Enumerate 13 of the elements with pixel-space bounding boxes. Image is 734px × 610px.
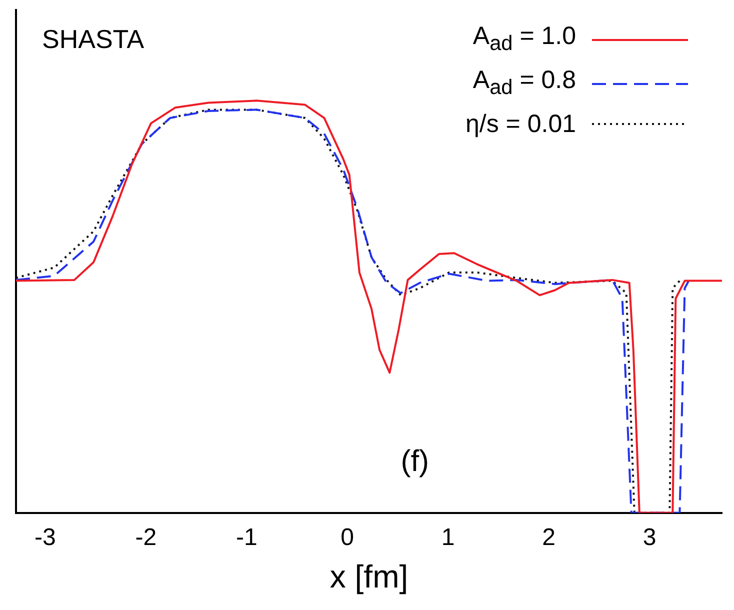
annotation: (f): [400, 445, 430, 478]
x-tick-label: -2: [135, 524, 157, 551]
x-tick-label: 1: [441, 524, 455, 551]
legend-label: A$_{ad}$ = 0.8: [472, 65, 576, 101]
legend-label: A$_{ad}$ = 1.0: [472, 21, 576, 57]
x-tick-label: 2: [542, 524, 556, 551]
legend-label: η/s = 0.01: [466, 109, 576, 140]
text: SHASTA: [42, 24, 145, 54]
x-tick-label: 3: [642, 524, 656, 551]
x-tick-label: -1: [236, 524, 258, 551]
x-tick-label: 0: [340, 524, 354, 551]
x-axis-title: x [fm]: [330, 558, 408, 595]
x-tick-label: -3: [34, 524, 56, 551]
